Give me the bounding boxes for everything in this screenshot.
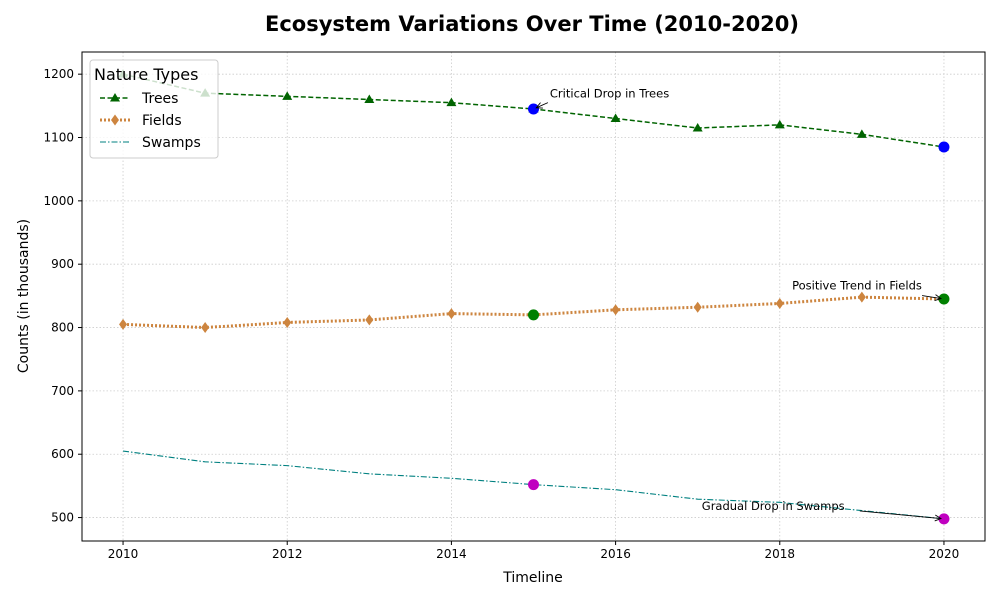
plot-frame	[81, 51, 986, 542]
point-trees	[774, 119, 785, 129]
y-tick-label: 600	[51, 447, 74, 461]
legend-label-fields: Fields	[142, 113, 182, 129]
highlight-point	[938, 513, 950, 525]
annotation-arrowhead	[934, 294, 942, 302]
y-tick-label: 1000	[43, 194, 74, 208]
annotation-arrow	[859, 510, 942, 519]
legend-title: Nature Types	[94, 65, 198, 84]
x-tick-label: 2012	[272, 547, 303, 561]
point-trees	[446, 97, 457, 107]
point-fields	[365, 314, 374, 326]
annotation-arrow	[922, 295, 942, 300]
legend-marker-fields	[111, 114, 119, 126]
highlight-layer	[528, 103, 950, 525]
highlight-point	[528, 309, 539, 321]
series-swamps	[122, 450, 945, 520]
point-fields	[119, 318, 128, 330]
point-fields	[857, 291, 866, 303]
x-tick-label: 2016	[600, 547, 631, 561]
point-fields	[775, 297, 784, 309]
legend: Nature Types Trees Fields Swamps	[89, 59, 219, 159]
legend-marker-trees	[110, 93, 120, 102]
point-trees	[364, 94, 375, 104]
point-fields	[283, 316, 292, 328]
highlight-point	[938, 141, 950, 153]
legend-box	[89, 59, 219, 159]
y-tick-label: 1200	[43, 67, 74, 81]
annotation-arrow	[536, 102, 549, 109]
x-tick-label: 2010	[108, 547, 139, 561]
highlight-point	[528, 103, 539, 115]
highlight-point	[938, 293, 950, 305]
point-fields	[447, 308, 456, 320]
grid	[82, 52, 985, 541]
legend-label-trees: Trees	[141, 91, 178, 107]
point-fields	[201, 322, 210, 334]
highlight-point	[528, 479, 539, 491]
x-tick-label: 2020	[929, 547, 960, 561]
annotation-label: Gradual Drop in Swamps	[702, 499, 845, 513]
point-trees	[692, 123, 703, 132]
axes: 2010 2012 2014 2016 2018 2020 500 600 700 800 900 1…	[43, 67, 959, 561]
point-trees	[282, 91, 293, 100]
annotation-label: Positive Trend in Fields	[792, 279, 922, 293]
y-tick-label: 700	[51, 384, 74, 398]
y-tick-label: 500	[51, 511, 74, 525]
x-tick-label: 2018	[764, 547, 795, 561]
legend-label-swamps: Swamps	[142, 135, 201, 151]
annotation-arrowhead	[535, 102, 543, 109]
y-axis-label: Counts (in thousands)	[16, 219, 32, 373]
point-trees	[856, 129, 867, 138]
point-fields	[693, 301, 702, 313]
y-tick-label: 900	[51, 257, 74, 271]
y-tick-label: 800	[51, 321, 74, 335]
y-tick-label: 1100	[43, 131, 74, 145]
point-trees	[610, 113, 621, 123]
annotation-arrowhead	[934, 514, 942, 522]
series-line-fields	[122, 295, 944, 330]
annotation-layer: Critical Drop in Trees Positive Trend in …	[535, 87, 942, 522]
x-axis-label: Timeline	[502, 570, 563, 586]
series-line-swamps	[122, 450, 945, 520]
annotation-label: Critical Drop in Trees	[550, 87, 669, 101]
point-fields	[611, 304, 620, 316]
chart-title: Ecosystem Variations Over Time (2010-202…	[265, 12, 799, 36]
x-tick-label: 2014	[436, 547, 467, 561]
